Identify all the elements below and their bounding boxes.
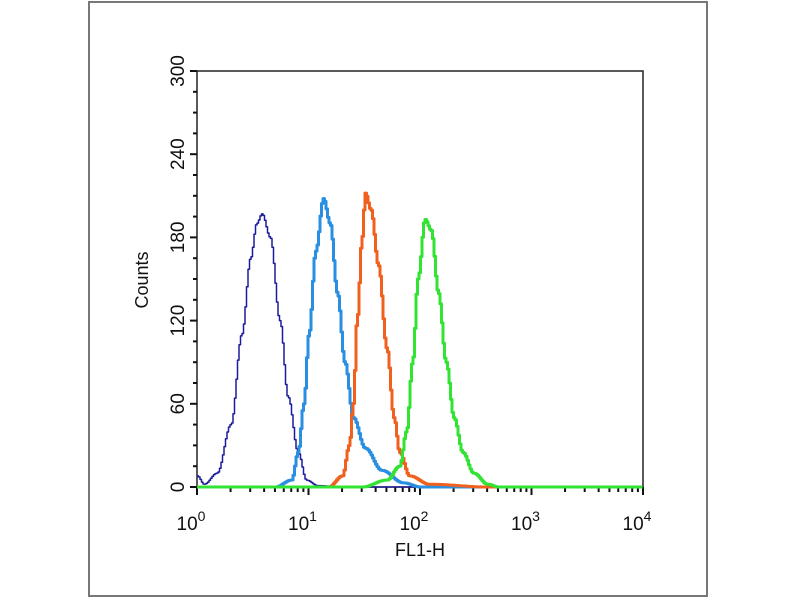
- x-tick-label: 103: [511, 508, 540, 535]
- x-tick-label: 104: [623, 508, 652, 535]
- x-tick-label: 101: [288, 508, 317, 535]
- y-tick-label: 240: [168, 138, 189, 170]
- histogram-series-3: [197, 191, 643, 489]
- figure-frame: [88, 1, 708, 597]
- histogram-series-2: [197, 197, 643, 489]
- y-tick-label: 60: [168, 393, 189, 414]
- y-tick-label: 180: [168, 222, 189, 254]
- y-axis-label: Counts: [132, 251, 152, 308]
- histogram-series-1: [197, 213, 643, 488]
- y-tick-label: 0: [168, 482, 189, 493]
- x-tick-label: 100: [177, 508, 206, 535]
- x-tick-label: 102: [400, 508, 429, 535]
- y-tick-label: 120: [168, 305, 189, 337]
- histogram-series-4: [197, 217, 643, 489]
- y-tick-label: 300: [168, 55, 189, 87]
- x-axis-label: FL1-H: [395, 540, 445, 560]
